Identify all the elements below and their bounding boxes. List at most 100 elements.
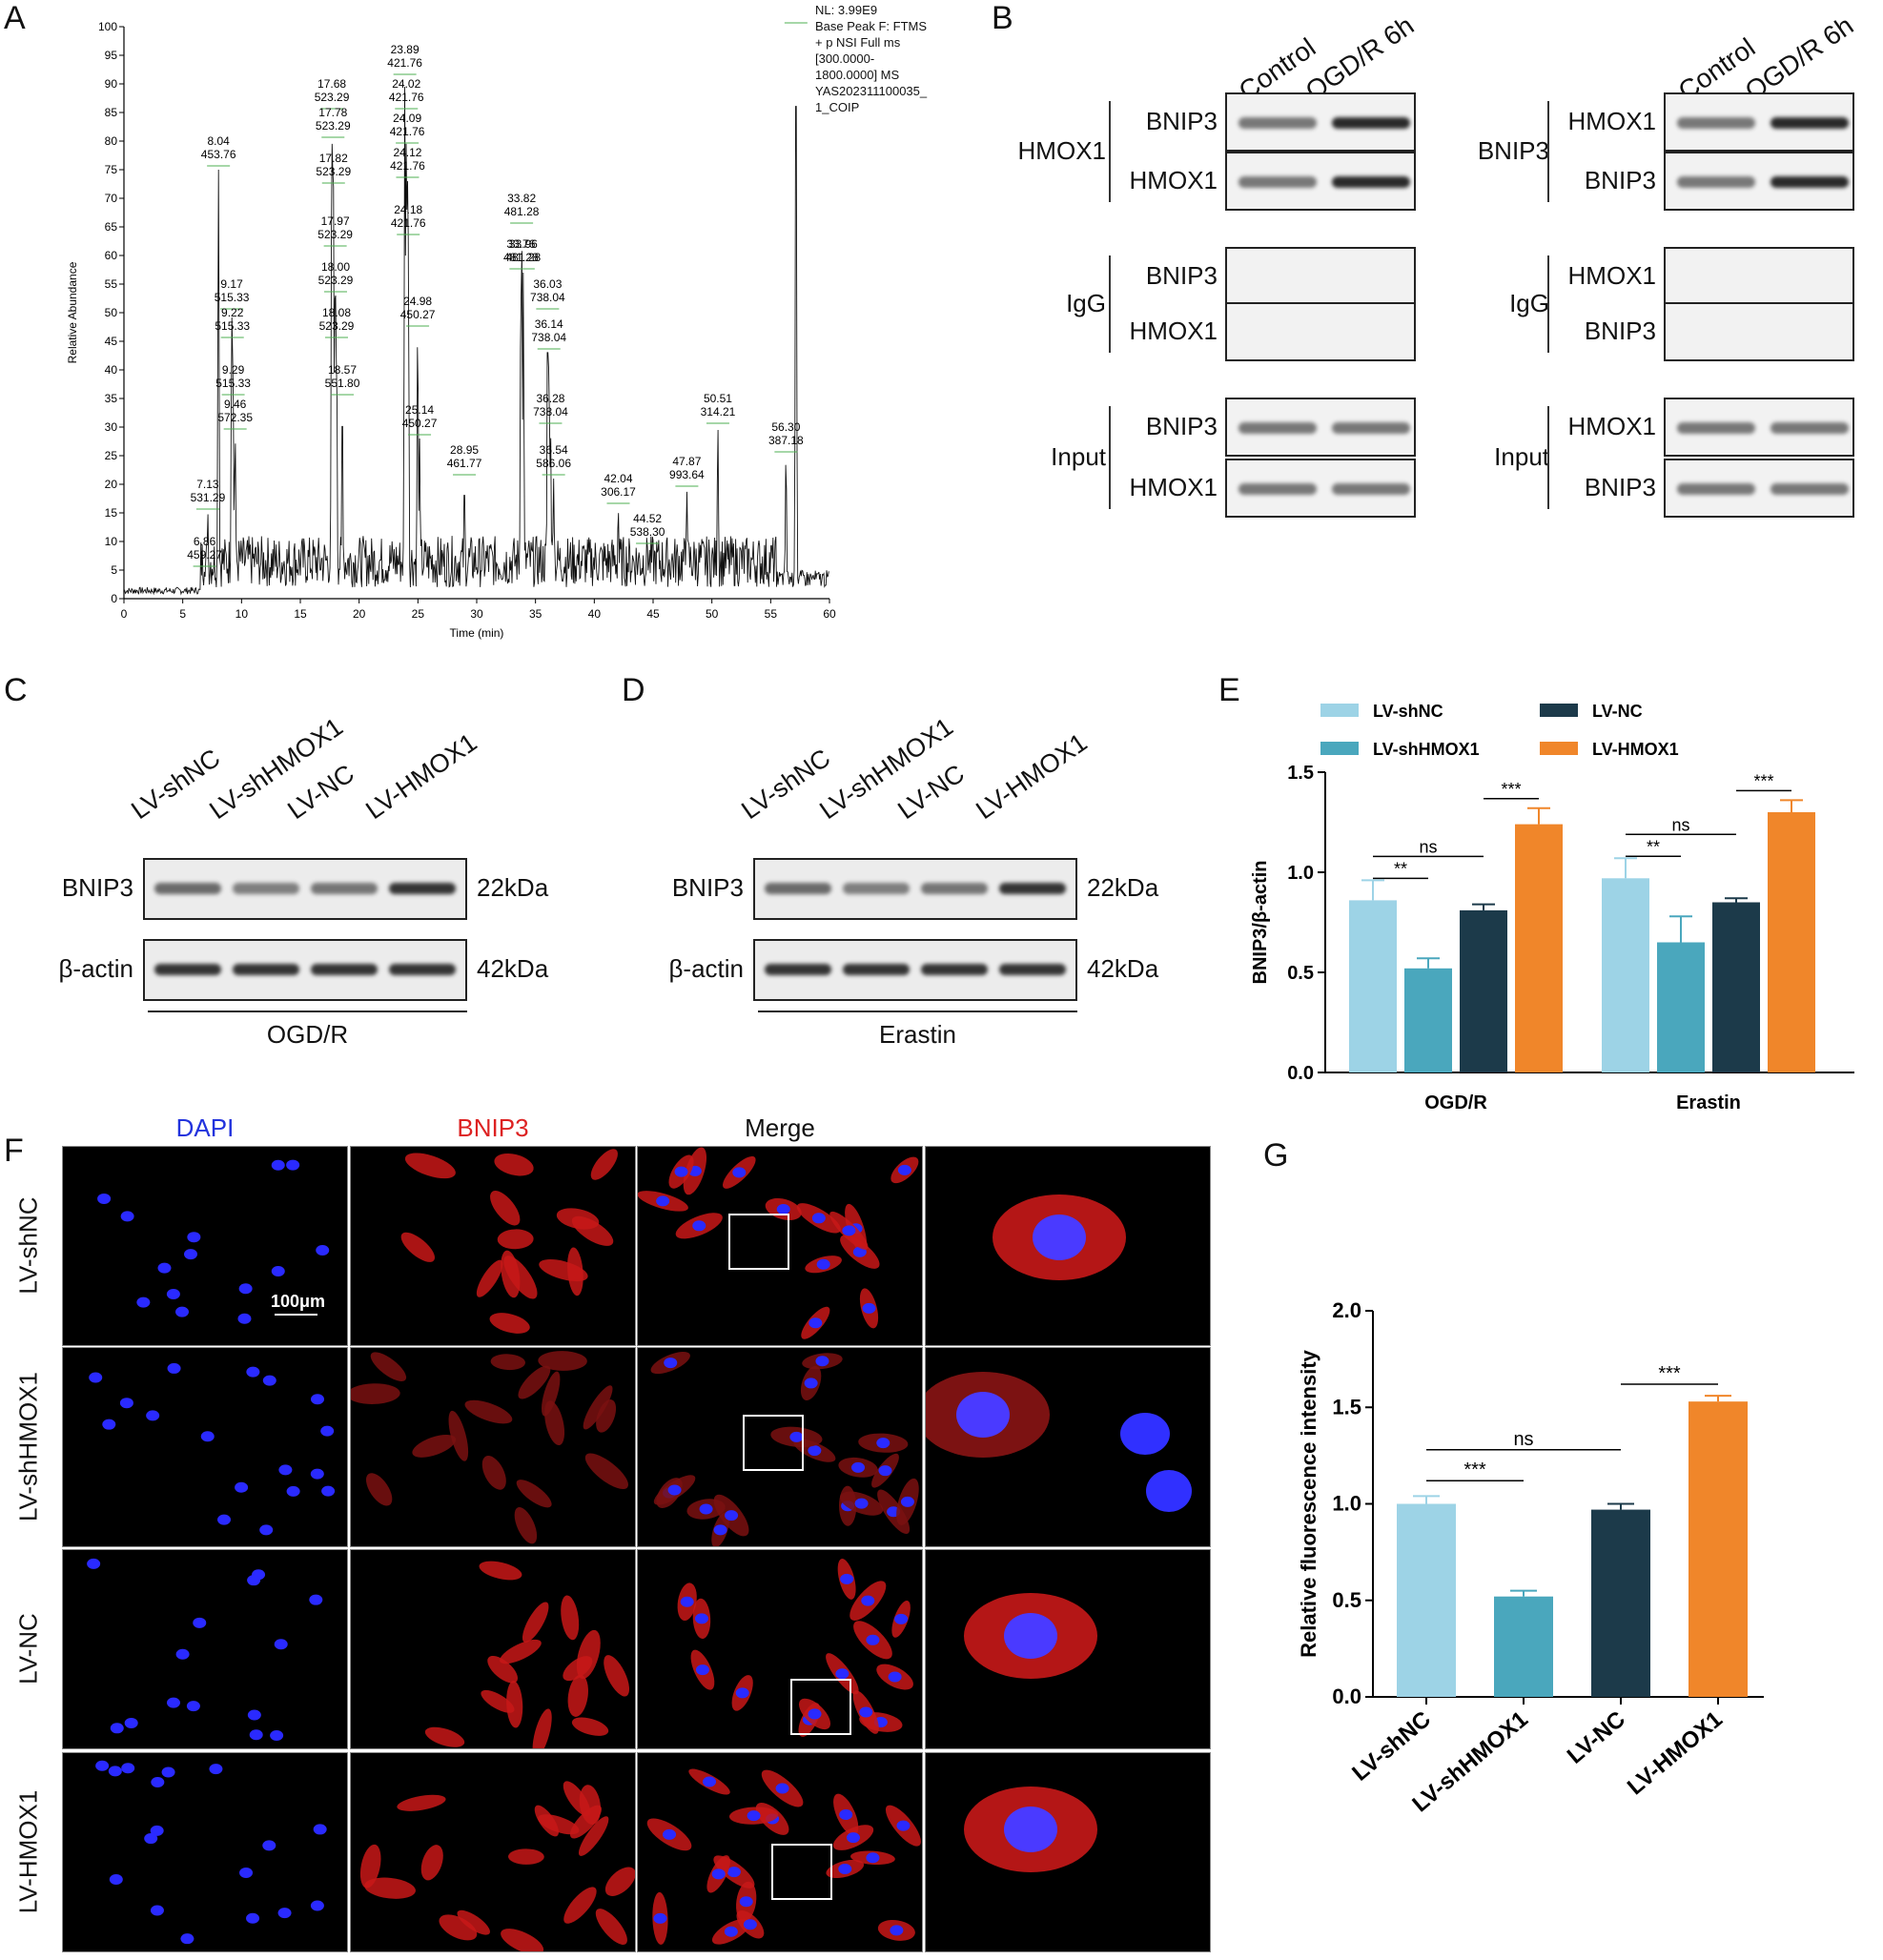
cell-nucleus <box>876 1438 890 1449</box>
cell-cytoplasm <box>448 1410 469 1461</box>
peak-rt-label: 17.78 <box>318 106 347 119</box>
cell-nucleus <box>120 1211 134 1222</box>
protein-band <box>389 883 456 894</box>
cell-nucleus <box>835 1668 849 1680</box>
peak-rt-label: 6.86 <box>194 535 216 548</box>
group-label: Input <box>1051 442 1106 471</box>
cell-nucleus <box>699 1503 713 1515</box>
peak-mz-label: 523.29 <box>315 91 350 104</box>
legend-swatch <box>1320 704 1359 717</box>
peak-rt-label: 33.82 <box>507 192 536 205</box>
peak-rt-label: 24.12 <box>393 146 421 159</box>
band-label: BNIP3 <box>1584 166 1656 194</box>
micrograph-image <box>964 1786 1097 1872</box>
micrograph-image <box>359 1781 635 1951</box>
micrograph-image <box>87 1558 323 1741</box>
blot-strip <box>1225 152 1416 211</box>
group-label: BNIP3 <box>1477 136 1549 165</box>
cell-nucleus <box>900 1496 914 1507</box>
cell-nucleus <box>262 1840 276 1851</box>
x-tick-label: LV-NC <box>1563 1706 1630 1769</box>
cell-nucleus <box>146 1410 160 1421</box>
bnip3-actin-bar-chart: 0.0 0.5 1.0 1.5 BNIP3/β-actin LV-shNC LV-shHMO… <box>1250 702 1854 1113</box>
bar <box>1657 942 1705 1072</box>
y-tick-label: 0.5 <box>1287 963 1314 984</box>
bar <box>1460 909 1507 1072</box>
micrograph-image <box>993 1194 1126 1280</box>
peak-rt-label: 17.97 <box>321 214 350 228</box>
cell-nucleus <box>144 1833 158 1845</box>
micrograph-cell <box>925 1752 1211 1952</box>
condition-label: OGD/R <box>266 1020 349 1049</box>
x-tick-label: 5 <box>179 607 186 621</box>
cell-nucleus <box>108 1766 122 1777</box>
cell-nucleus <box>271 1265 285 1276</box>
panel-letter-f: F <box>4 1133 24 1169</box>
cell-cytoplasm <box>507 1848 544 1865</box>
protein-band <box>1770 117 1849 129</box>
row-label: BNIP3 <box>671 873 744 902</box>
peak-mz-label: 738.04 <box>530 291 565 304</box>
cell-nucleus <box>878 1465 892 1477</box>
cell-nucleus <box>270 1729 284 1741</box>
cell-cytoplasm <box>439 1914 478 1941</box>
micrograph-cell <box>637 1549 923 1749</box>
cell-cytoplasm <box>561 1595 580 1641</box>
micrograph-cell <box>637 1146 923 1346</box>
legend-swatch <box>1540 704 1578 717</box>
peak-mz-label: 515.33 <box>215 319 250 333</box>
cell-nucleus <box>286 1485 300 1497</box>
bar <box>1768 812 1815 1072</box>
protein-band <box>1332 117 1410 129</box>
cell-nucleus <box>840 1573 854 1584</box>
cell-cytoplasm <box>457 1909 490 1935</box>
significance-label: *** <box>1463 1460 1486 1480</box>
cell-nucleus <box>692 1220 706 1232</box>
protein-band <box>1770 422 1849 434</box>
cell-nucleus <box>680 1596 694 1607</box>
cell-nucleus <box>316 1245 330 1256</box>
cell-nucleus <box>87 1558 101 1569</box>
blot-strip <box>143 858 467 920</box>
info-line: [300.0000- <box>815 51 875 66</box>
micrograph-cell <box>62 1752 348 1952</box>
info-line: 1800.0000] MS <box>815 68 900 82</box>
micrograph-image <box>646 1768 921 1945</box>
cell-nucleus <box>775 1783 789 1794</box>
peak-mz-label: 450.27 <box>400 308 436 321</box>
row-label: LV-shNC <box>13 1196 43 1295</box>
blot-strip <box>1225 398 1416 457</box>
peak-mz-label: 531.29 <box>191 491 226 504</box>
protein-band <box>1238 422 1317 434</box>
peak-mz-label: 314.21 <box>701 405 736 419</box>
peak-rt-label: 36.14 <box>535 317 563 331</box>
cell-nucleus <box>808 1708 822 1720</box>
protein-band <box>233 883 299 894</box>
cell-nucleus <box>278 1464 293 1476</box>
cell-nucleus <box>209 1764 223 1775</box>
legend-swatch <box>1320 742 1359 755</box>
band-label: HMOX1 <box>1567 412 1656 440</box>
cell-cytoplasm <box>506 1681 523 1728</box>
cell-nucleus <box>166 1697 180 1708</box>
cell-cytoplasm <box>539 1259 588 1282</box>
cell-nucleus <box>217 1514 232 1525</box>
cell-nucleus <box>119 1398 133 1409</box>
peak-mz-label: 450.27 <box>402 417 438 430</box>
peak-rt-label: 25.14 <box>405 403 434 417</box>
significance-label: ** <box>1394 859 1407 878</box>
micrograph-cell <box>62 1549 348 1749</box>
y-tick-label: 35 <box>105 392 118 405</box>
x-axis-label: Time (min) <box>450 626 504 640</box>
cell-cytoplasm <box>404 1153 456 1179</box>
cell-cytoplasm <box>584 1453 628 1489</box>
band-label: BNIP3 <box>1145 412 1218 440</box>
cell-nucleus <box>102 1419 116 1430</box>
peak-rt-label: 36.54 <box>540 443 568 457</box>
